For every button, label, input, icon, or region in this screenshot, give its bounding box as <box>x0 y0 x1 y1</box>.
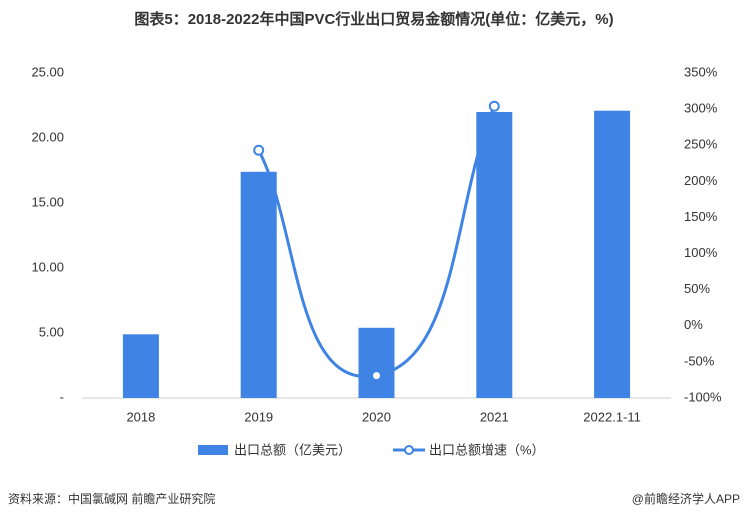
y2-tick-label: 350% <box>684 64 718 79</box>
chart-title: 图表5：2018-2022年中国PVC行业出口贸易金额情况(单位：亿美元，%) <box>134 10 613 28</box>
y2-tick-label: 150% <box>684 209 718 224</box>
legend-label: 出口总额（亿美元） <box>234 442 351 457</box>
x-tick-label: 2018 <box>126 409 155 424</box>
x-tick-label: 2021 <box>480 409 509 424</box>
y2-tick-label: -50% <box>684 353 715 368</box>
x-tick-label: 2020 <box>362 409 391 424</box>
bar <box>594 110 631 398</box>
credit: @前瞻经济学人APP <box>632 491 740 506</box>
y-tick-label: 25.00 <box>31 64 64 79</box>
y-tick-label: 5.00 <box>39 324 64 339</box>
bar <box>122 334 159 398</box>
line-point <box>253 144 265 156</box>
y2-tick-label: 300% <box>684 101 718 116</box>
legend-marker <box>404 445 414 455</box>
y-tick-label: 15.00 <box>31 194 64 209</box>
y-tick-label: 20.00 <box>31 129 64 144</box>
line-point <box>371 370 382 382</box>
y2-tick-label: -100% <box>684 389 722 404</box>
x-tick-label: 2022.1-11 <box>583 409 641 424</box>
x-tick-label: 2019 <box>244 409 273 424</box>
bar <box>358 327 395 398</box>
legend-label: 出口总额增速（%） <box>429 442 545 457</box>
bar <box>476 112 513 398</box>
y2-tick-label: 0% <box>684 317 703 332</box>
y2-tick-label: 100% <box>684 245 718 260</box>
line-point <box>488 100 500 112</box>
y-tick-label: 10.00 <box>31 259 64 274</box>
y-tick-label: - <box>60 389 64 404</box>
bar <box>240 171 277 398</box>
y2-tick-label: 250% <box>684 137 718 152</box>
y2-tick-label: 50% <box>684 281 710 296</box>
legend-swatch <box>198 445 228 455</box>
y2-tick-label: 200% <box>684 173 718 188</box>
source-note: 资料来源：中国氯碱网 前瞻产业研究院 <box>8 491 215 506</box>
